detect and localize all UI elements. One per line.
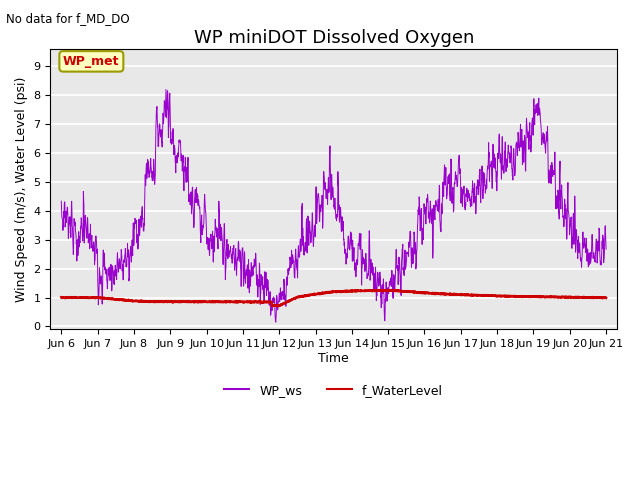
Title: WP miniDOT Dissolved Oxygen: WP miniDOT Dissolved Oxygen [193, 29, 474, 48]
X-axis label: Time: Time [318, 352, 349, 365]
Legend: WP_ws, f_WaterLevel: WP_ws, f_WaterLevel [220, 379, 448, 402]
Text: WP_met: WP_met [63, 55, 120, 68]
Text: No data for f_MD_DO: No data for f_MD_DO [6, 12, 130, 25]
Y-axis label: Wind Speed (m/s), Water Level (psi): Wind Speed (m/s), Water Level (psi) [15, 76, 28, 302]
